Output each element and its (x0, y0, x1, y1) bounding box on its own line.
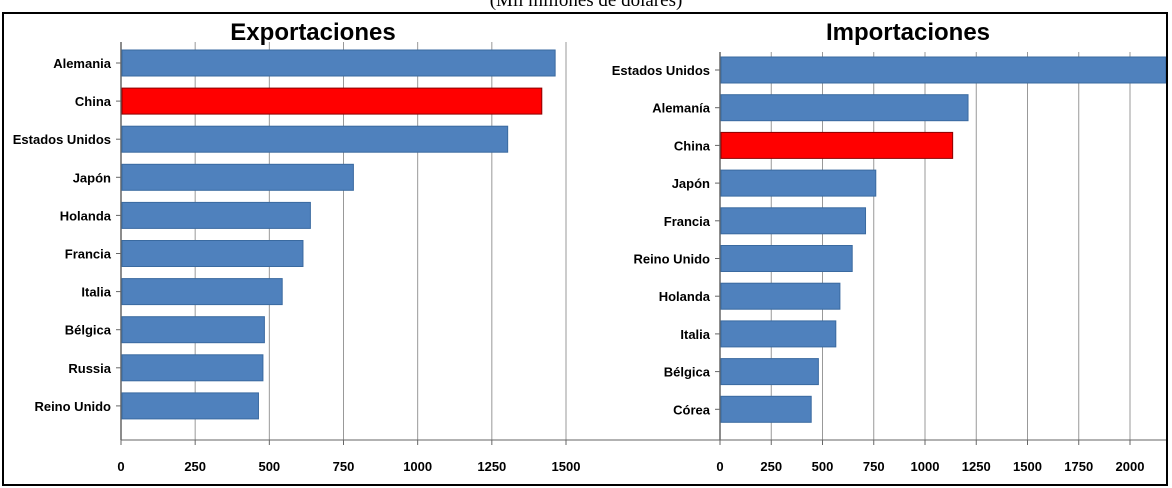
bar (121, 354, 264, 382)
category-label: Holanda (659, 289, 711, 304)
x-tick-label: 500 (812, 459, 834, 474)
bar (720, 395, 812, 423)
category-label: Bélgica (664, 365, 711, 380)
bar (720, 282, 841, 310)
category-label: China (75, 94, 112, 109)
bar (121, 240, 304, 267)
x-tick-label: 250 (184, 459, 206, 474)
category-label: Estados Unidos (612, 63, 710, 78)
bar (720, 358, 819, 386)
bar (720, 207, 867, 235)
x-tick-label: 1500 (552, 459, 581, 474)
x-tick-label: 0 (117, 459, 124, 474)
x-tick-label: 1750 (1064, 459, 1093, 474)
chart-title: Importaciones (826, 19, 990, 46)
bar (720, 56, 1166, 84)
bar (121, 201, 311, 229)
category-label: Japón (672, 176, 710, 191)
bar (121, 278, 283, 306)
category-label: Estados Unidos (13, 132, 111, 147)
x-tick-label: 750 (333, 459, 355, 474)
x-tick-label: 1000 (911, 459, 940, 474)
x-tick-label: 750 (863, 459, 885, 474)
x-tick-label: 1250 (477, 459, 506, 474)
x-tick-label: 2000 (1116, 459, 1145, 474)
category-label: Italia (81, 285, 111, 300)
category-label: Francia (664, 214, 711, 229)
chart-0: Exportaciones 0 250 500 750 1000 1250 1500 Alema… (13, 19, 1163, 474)
category-label: Holanda (60, 208, 112, 223)
bar (720, 169, 877, 197)
chart-caption: (Mil millones de dólares) (489, 0, 683, 11)
category-label: Francia (65, 247, 112, 262)
chart-1: Importaciones 0 250 500 750 1000 1250 1500 1750 2… (612, 19, 1166, 474)
x-tick-label: 1000 (403, 459, 432, 474)
chart-title: Exportaciones (230, 19, 395, 46)
category-label: Reino Unido (633, 252, 710, 267)
x-tick-label: 500 (258, 459, 280, 474)
category-label: China (674, 138, 711, 153)
bar (121, 392, 259, 420)
x-tick-label: 250 (760, 459, 782, 474)
bar (121, 163, 354, 191)
category-label: Russia (68, 361, 111, 376)
bar (720, 245, 853, 272)
bar (720, 320, 837, 348)
category-label: Reino Unido (34, 399, 111, 414)
category-label: Alemania (53, 56, 112, 71)
category-label: Alemanía (652, 101, 711, 116)
bar (121, 87, 543, 115)
x-tick-label: 1500 (1013, 459, 1042, 474)
category-label: Córea (673, 402, 711, 417)
bar (720, 94, 969, 122)
bar (121, 316, 265, 344)
bar (121, 125, 509, 153)
category-label: Bélgica (65, 323, 112, 338)
x-tick-label: 1250 (962, 459, 991, 474)
category-label: Japón (73, 170, 111, 185)
bar (121, 49, 556, 77)
bar (720, 131, 954, 159)
x-tick-label: 0 (716, 459, 723, 474)
category-label: Italia (680, 327, 710, 342)
